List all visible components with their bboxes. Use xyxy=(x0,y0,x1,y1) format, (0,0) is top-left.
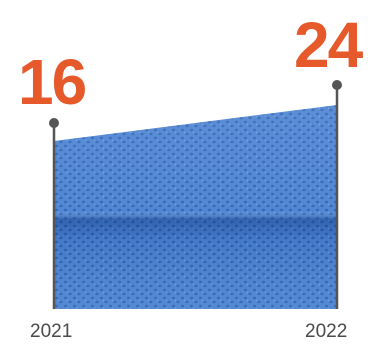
area-shading xyxy=(54,105,337,309)
x-tick-label-2022: 2022 xyxy=(305,321,348,342)
data-point-2022 xyxy=(332,80,342,90)
x-tick-label-2021: 2021 xyxy=(30,321,73,342)
data-label-2021: 16 xyxy=(18,46,87,118)
data-point-2021 xyxy=(49,118,59,128)
data-label-2022: 24 xyxy=(294,9,363,81)
